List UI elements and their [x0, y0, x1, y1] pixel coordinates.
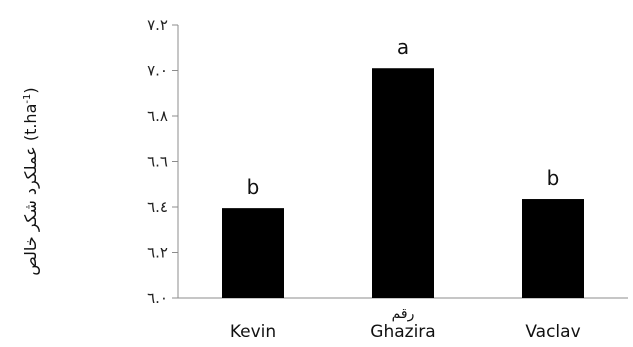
y-axis-label: عملکرد شکر خالص (t.ha-1): [21, 87, 41, 275]
bar-vaclav: [522, 199, 584, 298]
group-letter: b: [247, 175, 260, 199]
bar-kevin: [222, 208, 284, 298]
category-label: Kevin: [230, 322, 276, 342]
y-axis-label-text: عملکرد شکر خالص (t.ha: [21, 104, 41, 276]
y-tick-label: ٧.٢: [147, 16, 168, 34]
category-label: Vaclav: [525, 322, 580, 342]
y-tick-label: ٦.٠: [147, 289, 168, 307]
group-letter: b: [547, 166, 560, 190]
y-axis-ticks: ٦.٠ ٦.٢ ٦.٤ ٦.٦ ٦.٨ ٧.٠ ٧.٢: [147, 16, 178, 307]
x-axis-label: رقم: [392, 306, 415, 322]
category-label: Ghazira: [370, 322, 435, 342]
bars: [222, 68, 584, 298]
category-labels: Kevin Ghazira Vaclav: [230, 322, 581, 342]
y-axis-label-superscript: -1: [22, 94, 33, 104]
y-tick-label: ٦.٨: [147, 107, 168, 125]
group-letter: a: [397, 35, 409, 59]
y-tick-label: ٦.٦: [147, 153, 168, 171]
y-tick-label: ٦.٤: [147, 198, 168, 216]
y-axis-label-close: ): [21, 87, 40, 93]
y-tick-label: ٧.٠: [147, 62, 168, 80]
bar-ghazira: [372, 68, 434, 298]
y-tick-label: ٦.٢: [147, 244, 168, 262]
group-letters: b a b: [247, 35, 560, 199]
